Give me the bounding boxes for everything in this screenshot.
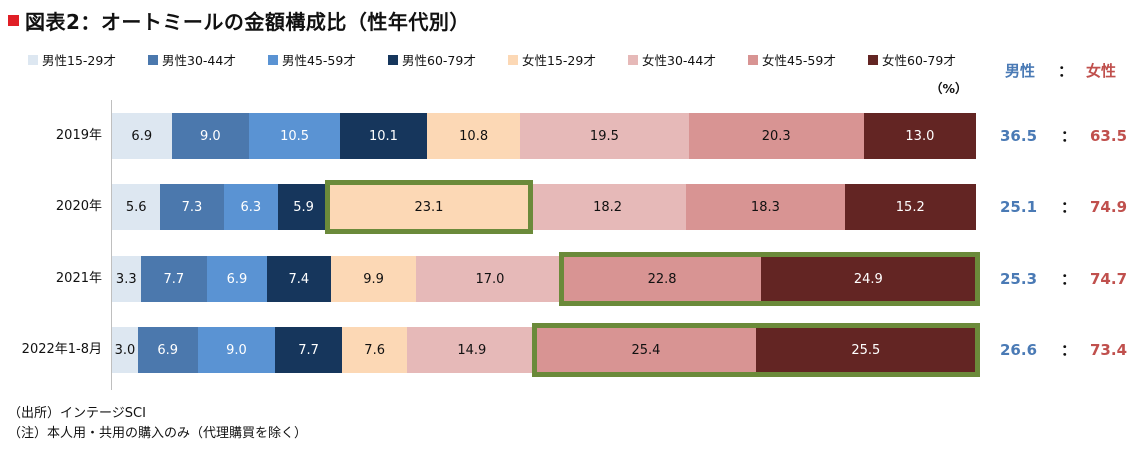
female-header: 女性 [1086, 62, 1117, 80]
bar-segment: 24.9 [760, 256, 976, 302]
bar-row: 3.0 6.9 9.0 7.7 7.6 14.9 25.4 25.5 [112, 327, 976, 373]
legend-swatch [28, 54, 38, 65]
bar-row: 5.6 7.3 6.3 5.9 23.1 18.2 18.3 15.2 [112, 184, 976, 230]
bar-segment: 25.5 [755, 327, 976, 373]
male-share: 25.1 [1000, 198, 1038, 216]
bar-segment: 7.6 [341, 327, 408, 373]
bar-segment: 20.3 [688, 113, 864, 159]
legend-label: 女性15-29才 [522, 53, 596, 68]
legend-label: 女性45-59才 [762, 53, 836, 68]
share-separator: ： [1061, 198, 1077, 216]
row-label: 2020年 [55, 199, 102, 214]
bar-segment: 13.0 [863, 113, 976, 159]
bar-segment: 6.3 [223, 184, 279, 230]
chart-title-text: 図表2：オートミールの金額構成比（性年代別） [25, 9, 470, 34]
row-label: 2022年1-8月 [21, 342, 102, 357]
bar-segment: 25.4 [536, 327, 756, 373]
axis-line [111, 100, 112, 390]
legend-swatch [868, 54, 878, 65]
bar-segment: 14.9 [407, 327, 537, 373]
bar-segment: 6.9 [112, 113, 172, 159]
legend-label: 男性30-44才 [162, 53, 236, 68]
male-header: 男性 [1005, 62, 1036, 80]
note-footnote: （注）本人用・共用の購入のみ（代理購買を除く） [8, 426, 308, 441]
legend-item: 男性30-44才 [148, 50, 236, 69]
bar-segment: 6.9 [207, 256, 267, 302]
row-label: 2019年 [55, 128, 102, 143]
chart-title: 図表2：オートミールの金額構成比（性年代別） [8, 6, 470, 34]
bar-segment: 19.5 [520, 113, 689, 159]
bar-segment: 22.8 [563, 256, 761, 302]
legend-swatch [268, 54, 278, 65]
bar-segment: 10.1 [339, 113, 428, 159]
legend-label: 女性30-44才 [642, 53, 716, 68]
legend-swatch [748, 54, 758, 65]
bar-segment: 23.1 [329, 184, 529, 230]
legend-swatch [508, 54, 518, 65]
bar-segment: 10.5 [249, 113, 340, 159]
colon-header: ： [1058, 62, 1074, 80]
legend-item: 男性45-59才 [268, 50, 356, 69]
unit-label: （%） [930, 81, 968, 96]
bar-segment: 7.3 [160, 184, 224, 230]
bar-segment: 9.9 [330, 256, 417, 302]
legend: 男性15-29才 男性30-44才 男性45-59才 男性60-79才 女性15-29才… [0, 50, 960, 70]
title-marker-icon [8, 14, 19, 26]
bar-segment: 17.0 [416, 256, 564, 302]
legend-item: 女性30-44才 [628, 50, 716, 69]
bar-segment: 5.9 [278, 184, 330, 230]
bar-segment: 10.8 [427, 113, 521, 159]
bar-segment: 18.3 [686, 184, 845, 230]
legend-label: 男性60-79才 [402, 53, 476, 68]
bar-segment: 3.0 [112, 327, 138, 373]
male-share: 26.6 [1000, 341, 1038, 359]
bar-row: 6.9 9.0 10.5 10.1 10.8 19.5 20.3 13.0 [112, 113, 976, 159]
female-share: 63.5 [1090, 127, 1128, 145]
legend-swatch [628, 54, 638, 65]
male-share: 36.5 [1000, 127, 1038, 145]
bar-segment: 9.0 [197, 327, 276, 373]
legend-item: 男性60-79才 [388, 50, 476, 69]
male-share: 25.3 [1000, 270, 1038, 288]
bar-segment: 15.2 [844, 184, 976, 230]
legend-swatch [388, 54, 398, 65]
legend-label: 男性45-59才 [282, 53, 356, 68]
legend-item: 女性15-29才 [508, 50, 596, 69]
bar-segment: 9.0 [171, 113, 250, 159]
share-separator: ： [1061, 270, 1077, 288]
legend-label: 男性15-29才 [42, 53, 116, 68]
legend-label: 女性60-79才 [882, 53, 956, 68]
legend-item: 女性60-79才 [868, 50, 956, 69]
bar-row: 3.3 7.7 6.9 7.4 9.9 17.0 22.8 24.9 [112, 256, 976, 302]
bar-segment: 6.9 [137, 327, 198, 373]
row-label: 2021年 [55, 271, 102, 286]
legend-item: 女性45-59才 [748, 50, 836, 69]
share-separator: ： [1061, 341, 1077, 359]
bar-segment: 5.6 [112, 184, 161, 230]
bar-segment: 7.7 [275, 327, 342, 373]
legend-item: 男性15-29才 [28, 50, 116, 69]
female-share: 74.9 [1090, 198, 1128, 216]
bar-segment: 18.2 [528, 184, 687, 230]
female-share: 74.7 [1090, 270, 1128, 288]
share-separator: ： [1061, 127, 1077, 145]
note-source: （出所）インテージSCI [8, 406, 146, 421]
bar-segment: 7.7 [140, 256, 208, 302]
bar-segment: 3.3 [112, 256, 141, 302]
notes: （出所）インテージSCI （注）本人用・共用の購入のみ（代理購買を除く） [8, 404, 307, 444]
female-share: 73.4 [1090, 341, 1128, 359]
legend-swatch [148, 54, 158, 65]
bar-segment: 7.4 [266, 256, 331, 302]
